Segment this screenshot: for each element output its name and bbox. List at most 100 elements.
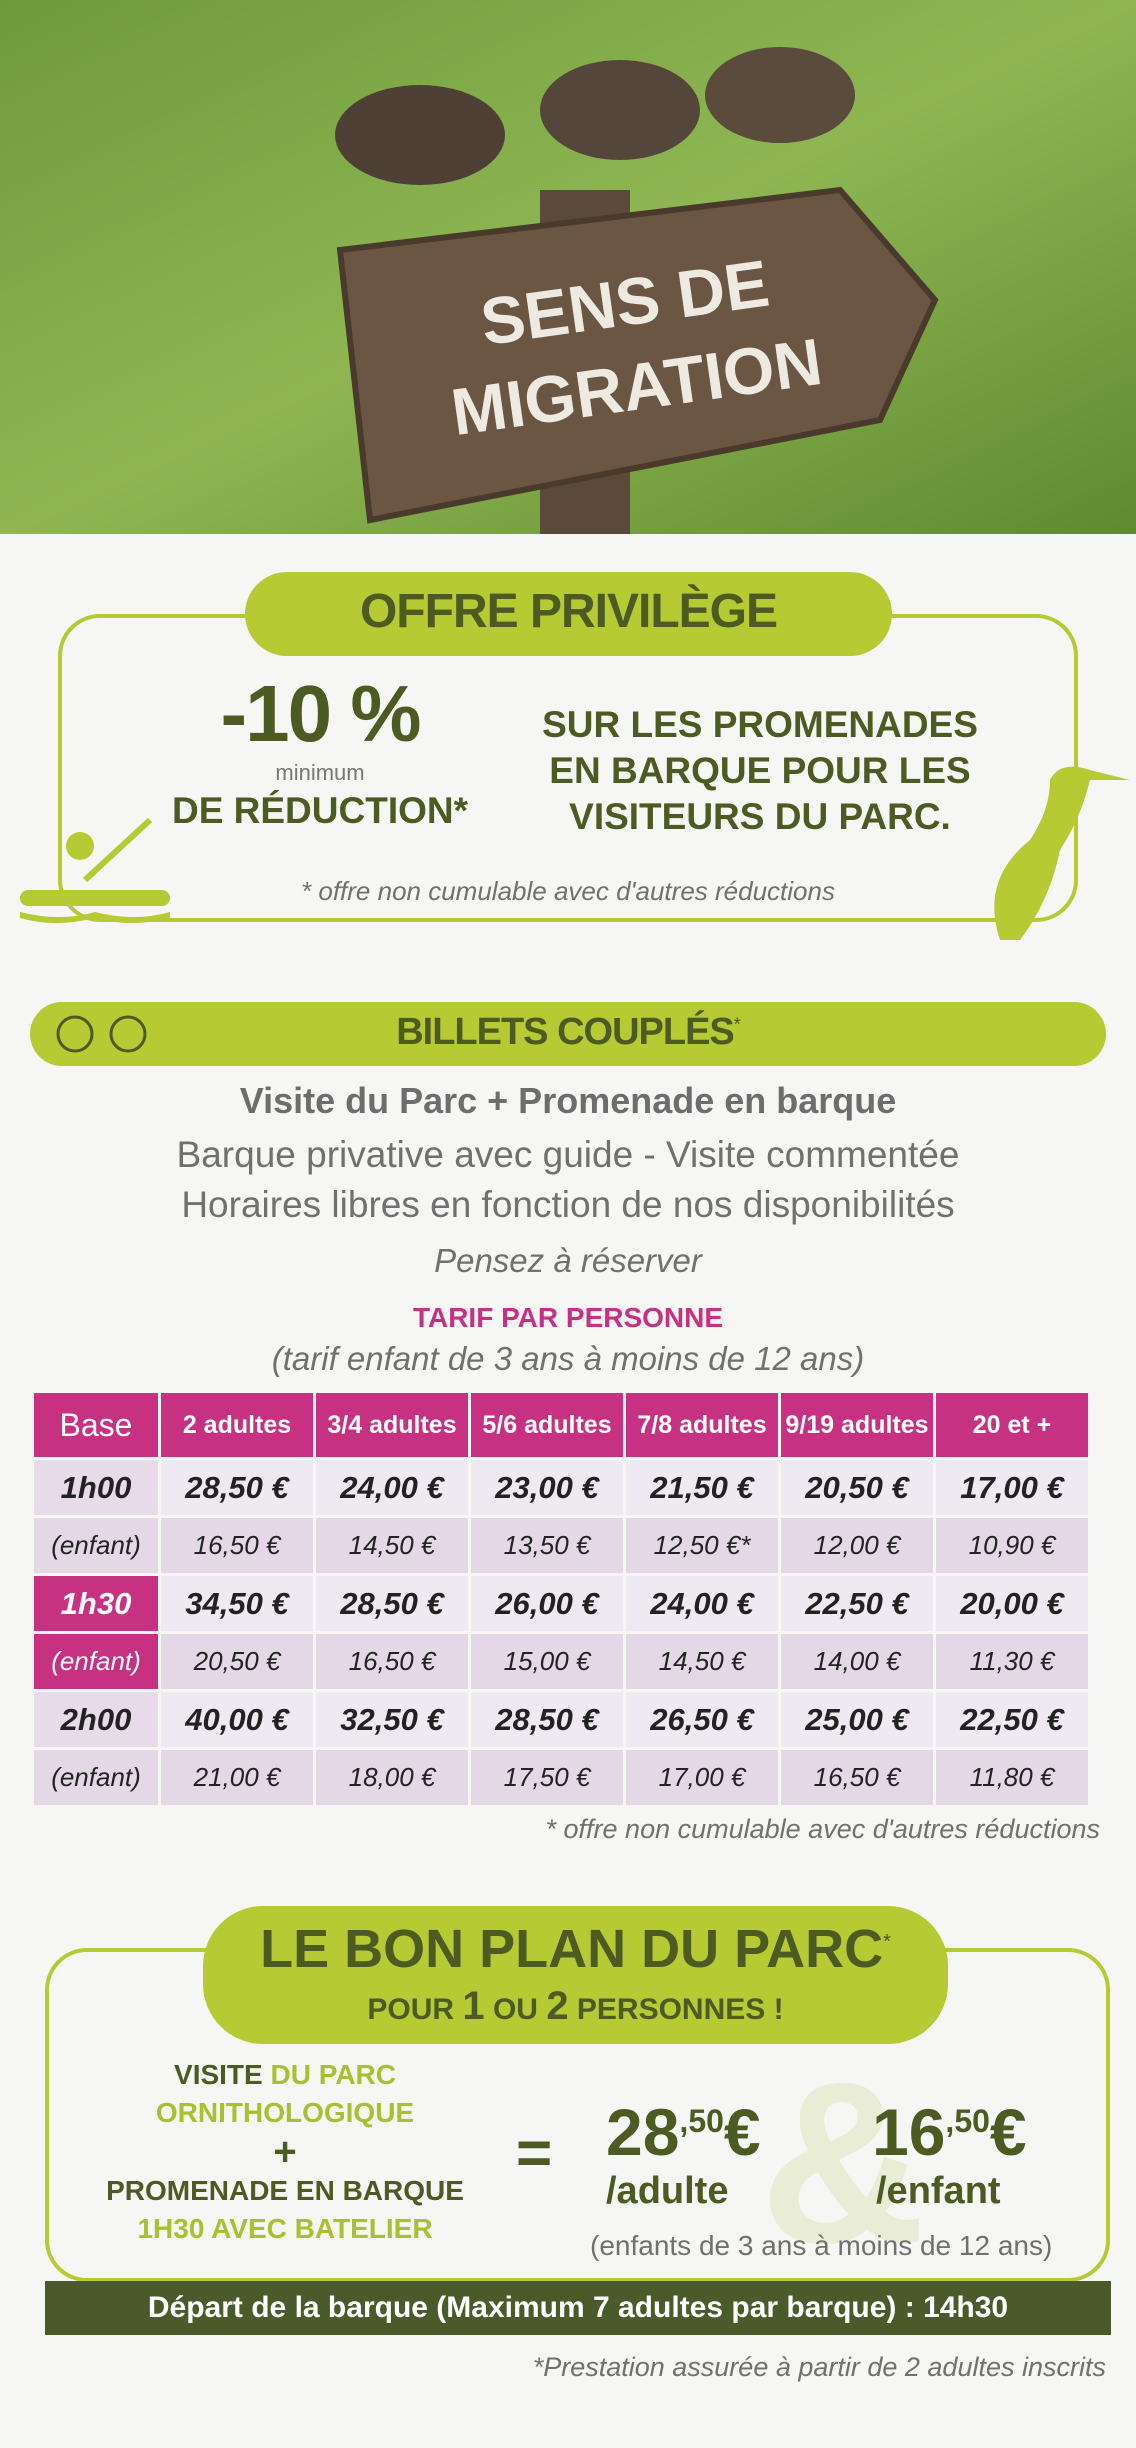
- price-cell: 21,50 €: [626, 1460, 778, 1515]
- header-cell: 7/8 adultes: [626, 1393, 778, 1457]
- price-cell: 11,80 €: [936, 1750, 1088, 1805]
- price-cell: 12,00 €: [781, 1518, 933, 1573]
- text-line: VISITEURS DU PARC.: [569, 796, 951, 837]
- header-cell: 3/4 adultes: [316, 1393, 468, 1457]
- row-label: 2h00: [34, 1692, 158, 1747]
- table-row: (enfant) 16,50 €14,50 €13,50 €12,50 €* 12,…: [34, 1518, 1088, 1573]
- currency: €: [723, 2095, 761, 2169]
- price-table: Base 2 adultes 3/4 adultes 5/6 adultes 7/8 a…: [31, 1390, 1091, 1808]
- price-cell: 28,50 €: [161, 1460, 313, 1515]
- age-note: (enfants de 3 ans à moins de 12 ans): [590, 2230, 1053, 2261]
- bon-plan-offer: VISITE DU PARC ORNITHOLOGIQUE + PROMENAD…: [60, 2056, 510, 2248]
- number: 1: [462, 1984, 485, 2028]
- price-cell: 17,50 €: [471, 1750, 623, 1805]
- price-cell: 15,00 €: [471, 1634, 623, 1689]
- asterisk: *: [883, 1931, 891, 1953]
- title: LE BON PLAN DU PARC: [260, 1919, 884, 1979]
- price-cell: 20,50 €: [781, 1460, 933, 1515]
- header-cell: 2 adultes: [161, 1393, 313, 1457]
- discount: -10 %: [220, 669, 422, 758]
- price-cell: 18,00 €: [316, 1750, 468, 1805]
- child-price: 16,50€: [872, 2094, 1027, 2170]
- text-line: EN BARQUE POUR LES: [549, 750, 971, 791]
- header-cell: 9/19 adultes: [781, 1393, 933, 1457]
- billets-bar: [30, 1002, 1106, 1066]
- header-cell: Base: [34, 1393, 158, 1457]
- price-cell: 22,50 €: [781, 1576, 933, 1631]
- text: POUR: [367, 1993, 463, 2026]
- reduction: DE RÉDUCTION*: [171, 790, 469, 831]
- price-cell: 12,50 €*: [626, 1518, 778, 1573]
- headline: Visite du Parc + Promenade en barque: [239, 1080, 897, 1121]
- offer-description: SUR LES PROMENADES EN BARQUE POUR LES VISI…: [500, 702, 1020, 840]
- row-label: (enfant): [34, 1750, 158, 1805]
- table-row: 1h30 34,50 €28,50 €26,00 €24,00 €22,50 €2…: [34, 1576, 1088, 1631]
- text-line: Barque privative avec guide - Visite com…: [176, 1134, 960, 1175]
- price-cell: 21,00 €: [161, 1750, 313, 1805]
- price-cell: 16,50 €: [161, 1518, 313, 1573]
- offer-frame: [20, 572, 1130, 940]
- price-cell: 24,00 €: [316, 1460, 468, 1515]
- equals: =: [516, 2119, 553, 2188]
- cents: ,50: [679, 2103, 724, 2139]
- text: ORNITHOLOGIQUE: [155, 2097, 415, 2128]
- row-label: 1h00: [34, 1460, 158, 1515]
- offer-title: OFFRE PRIVILÈGE: [359, 585, 778, 638]
- price-cell: 14,00 €: [781, 1634, 933, 1689]
- row-label: (enfant): [34, 1634, 158, 1689]
- price-cell: 10,90 €: [936, 1518, 1088, 1573]
- reserve: Pensez à réserver: [434, 1242, 702, 1279]
- price: 28: [606, 2095, 680, 2169]
- price: 16: [872, 2095, 946, 2169]
- adult-label: /adulte: [606, 2170, 729, 2212]
- billets-title: BILLETS COUPLÉS*: [30, 1011, 1106, 1054]
- table-row: (enfant) 20,50 €16,50 €15,00 €14,50 €14,0…: [34, 1634, 1088, 1689]
- price-cell: 11,30 €: [936, 1634, 1088, 1689]
- price-cell: 14,50 €: [626, 1634, 778, 1689]
- text: 1H30 AVEC BATELIER: [137, 2213, 433, 2244]
- adult-price: 28,50€: [606, 2094, 761, 2170]
- header-cell: 20 et +: [936, 1393, 1088, 1457]
- text: PERSONNES !: [568, 1993, 784, 2026]
- price-cell: 32,50 €: [316, 1692, 468, 1747]
- bon-plan-frame: [45, 1906, 1111, 2335]
- asterisk: *: [733, 1014, 741, 1035]
- text-line: SUR LES PROMENADES: [542, 704, 978, 745]
- text-line: Horaires libres en fonction de nos dispo…: [181, 1184, 955, 1225]
- price-cell: 34,50 €: [161, 1576, 313, 1631]
- price-cell: 26,50 €: [626, 1692, 778, 1747]
- plus: +: [273, 2130, 297, 2174]
- price-cell: 17,00 €: [626, 1750, 778, 1805]
- price-cell: 16,50 €: [316, 1634, 468, 1689]
- table-row: 2h00 40,00 €32,50 €28,50 €26,50 €25,00 €2…: [34, 1692, 1088, 1747]
- cents: ,50: [945, 2103, 990, 2139]
- price-cell: 23,00 €: [471, 1460, 623, 1515]
- tarif-title: TARIF PAR PERSONNE: [412, 1302, 724, 1333]
- price-cell: 26,00 €: [471, 1576, 623, 1631]
- price-cell: 24,00 €: [626, 1576, 778, 1631]
- row-label: (enfant): [34, 1518, 158, 1573]
- table-row: (enfant) 21,00 €18,00 €17,50 €17,00 €16,5…: [34, 1750, 1088, 1805]
- table-note: * offre non cumulable avec d'autres rédu…: [545, 1814, 1100, 1844]
- photo: SENS DE MIGRATION: [0, 0, 1136, 534]
- minimum: minimum: [275, 760, 365, 785]
- departure: Départ de la barque (Maximum 7 adultes p…: [147, 2291, 1009, 2324]
- row-label: 1h30: [34, 1576, 158, 1631]
- price-cell: 14,50 €: [316, 1518, 468, 1573]
- price-cell: 13,50 €: [471, 1518, 623, 1573]
- text: VISITE: [174, 2059, 263, 2090]
- price-cell: 28,50 €: [316, 1576, 468, 1631]
- text: DU PARC: [262, 2059, 396, 2090]
- price-cell: 17,00 €: [936, 1460, 1088, 1515]
- price-cell: 40,00 €: [161, 1692, 313, 1747]
- tarif-note: (tarif enfant de 3 ans à moins de 12 ans…: [271, 1340, 865, 1377]
- title: BILLETS COUPLÉS: [396, 1011, 735, 1053]
- price-cell: 25,00 €: [781, 1692, 933, 1747]
- price-cell: 28,50 €: [471, 1692, 623, 1747]
- text: OU: [484, 1993, 547, 2026]
- subtitle: POUR 1 OU 2 PERSONNES !: [203, 1984, 948, 2029]
- text: PROMENADE EN BARQUE: [106, 2175, 464, 2206]
- footer-note: *Prestation assurée à partir de 2 adulte…: [532, 2352, 1106, 2382]
- offer-note: * offre non cumulable avec d'autres rédu…: [301, 876, 835, 906]
